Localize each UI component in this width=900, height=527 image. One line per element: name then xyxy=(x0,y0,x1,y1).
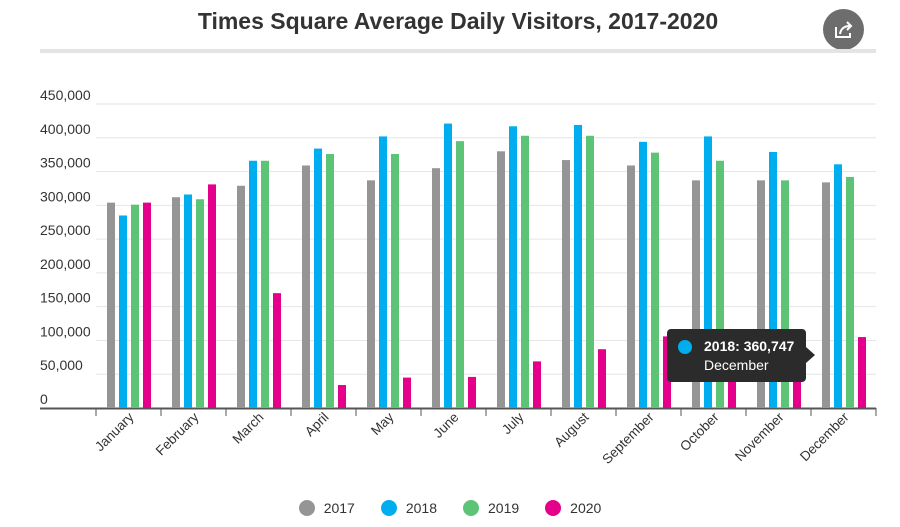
bar-2019-february[interactable] xyxy=(196,199,204,408)
bar-2017-march[interactable] xyxy=(237,185,245,408)
legend-item-2017[interactable]: 2017 xyxy=(298,500,355,516)
tooltip: 2018: 360,747 December xyxy=(667,329,815,382)
bar-2018-july[interactable] xyxy=(509,126,517,408)
bar-2017-august[interactable] xyxy=(562,160,570,408)
bar-2018-november[interactable] xyxy=(769,151,777,408)
bar-2020-march[interactable] xyxy=(273,293,281,408)
x-tick-label: March xyxy=(229,410,266,447)
bar-2020-august[interactable] xyxy=(598,349,606,408)
legend-item-2020[interactable]: 2020 xyxy=(545,500,601,516)
bar-2017-april[interactable] xyxy=(302,165,310,408)
x-tick-label: July xyxy=(499,409,527,437)
x-tick-label: June xyxy=(430,410,461,441)
legend-item-2019[interactable]: 2019 xyxy=(463,500,519,516)
y-tick-label: 250,000 xyxy=(40,222,91,238)
y-tick-label: 300,000 xyxy=(40,188,91,204)
y-tick-label: 150,000 xyxy=(40,290,91,306)
bar-2019-march[interactable] xyxy=(261,160,269,408)
y-tick-label: 400,000 xyxy=(40,121,91,137)
legend: 2017 2018 2019 2020 xyxy=(0,500,900,516)
bar-2017-december[interactable] xyxy=(822,182,830,408)
bar-2017-september[interactable] xyxy=(627,165,635,408)
legend-dot xyxy=(545,500,562,516)
bar-2020-december[interactable] xyxy=(858,337,866,408)
bar-2019-june[interactable] xyxy=(456,141,464,408)
share-icon xyxy=(835,21,853,38)
bar-2017-november[interactable] xyxy=(757,180,765,408)
y-tick-label: 350,000 xyxy=(40,155,91,171)
bar-2018-march[interactable] xyxy=(249,160,257,408)
header-divider xyxy=(40,49,876,53)
bar-2020-july[interactable] xyxy=(533,361,541,408)
y-tick-label: 450,000 xyxy=(40,87,91,103)
legend-label: 2020 xyxy=(570,500,602,516)
chart-title: Times Square Average Daily Visitors, 201… xyxy=(197,8,719,34)
bar-2018-june[interactable] xyxy=(444,123,452,408)
tooltip-category: December xyxy=(704,357,769,373)
bar-2019-january[interactable] xyxy=(131,204,139,408)
bar-2017-june[interactable] xyxy=(432,168,440,408)
tooltip-value: 2018: 360,747 xyxy=(704,338,795,354)
x-tick-label: August xyxy=(551,409,592,450)
share-button[interactable] xyxy=(823,9,864,50)
y-tick-label: 200,000 xyxy=(40,256,91,272)
bar-2018-january[interactable] xyxy=(119,215,127,408)
bar-2018-february[interactable] xyxy=(184,194,192,408)
y-tick-label: 100,000 xyxy=(40,323,91,339)
bar-2020-may[interactable] xyxy=(403,377,411,408)
tooltip-series-dot xyxy=(678,340,692,354)
legend-label: 2018 xyxy=(405,500,437,516)
x-tick-label: January xyxy=(92,409,137,454)
legend-item-2018[interactable]: 2018 xyxy=(380,500,437,516)
bar-2018-april[interactable] xyxy=(314,148,322,408)
bar-2017-january[interactable] xyxy=(107,202,115,408)
x-tick-label: September xyxy=(599,409,657,467)
legend-label: 2017 xyxy=(323,500,355,516)
bar-2020-february[interactable] xyxy=(208,184,216,408)
bar-2019-september[interactable] xyxy=(651,152,659,408)
y-tick-label: 0 xyxy=(40,391,48,407)
bar-2019-august[interactable] xyxy=(586,135,594,409)
bar-2017-october[interactable] xyxy=(692,180,700,408)
legend-dot xyxy=(463,500,479,516)
bar-2017-may[interactable] xyxy=(367,180,375,408)
x-tick-label: November xyxy=(732,409,787,464)
bar-2019-july[interactable] xyxy=(521,135,529,409)
bar-2018-october[interactable] xyxy=(704,136,712,408)
x-tick-label: April xyxy=(302,410,332,440)
bar-2018-september[interactable] xyxy=(639,141,647,408)
legend-label: 2019 xyxy=(488,500,520,516)
bar-2020-january[interactable] xyxy=(143,202,151,408)
x-tick-label: December xyxy=(797,409,852,464)
x-tick-label: October xyxy=(677,409,722,454)
bar-2019-may[interactable] xyxy=(391,153,399,408)
bar-2017-july[interactable] xyxy=(497,151,505,409)
bar-2018-december[interactable] xyxy=(834,164,842,408)
legend-dot xyxy=(380,500,397,516)
bar-2017-february[interactable] xyxy=(172,197,180,408)
bar-2019-december[interactable] xyxy=(846,176,854,408)
x-tick-label: May xyxy=(368,409,397,438)
bar-2018-august[interactable] xyxy=(574,124,582,408)
legend-dot xyxy=(298,500,315,516)
y-tick-label: 50,000 xyxy=(40,357,83,373)
x-tick-label: February xyxy=(153,409,202,458)
bar-2020-june[interactable] xyxy=(468,376,476,408)
bar-2019-november[interactable] xyxy=(781,180,789,408)
bar-2018-may[interactable] xyxy=(379,136,387,408)
bar-2020-april[interactable] xyxy=(338,385,346,408)
bar-2019-april[interactable] xyxy=(326,153,334,408)
bar-2019-october[interactable] xyxy=(716,160,724,408)
